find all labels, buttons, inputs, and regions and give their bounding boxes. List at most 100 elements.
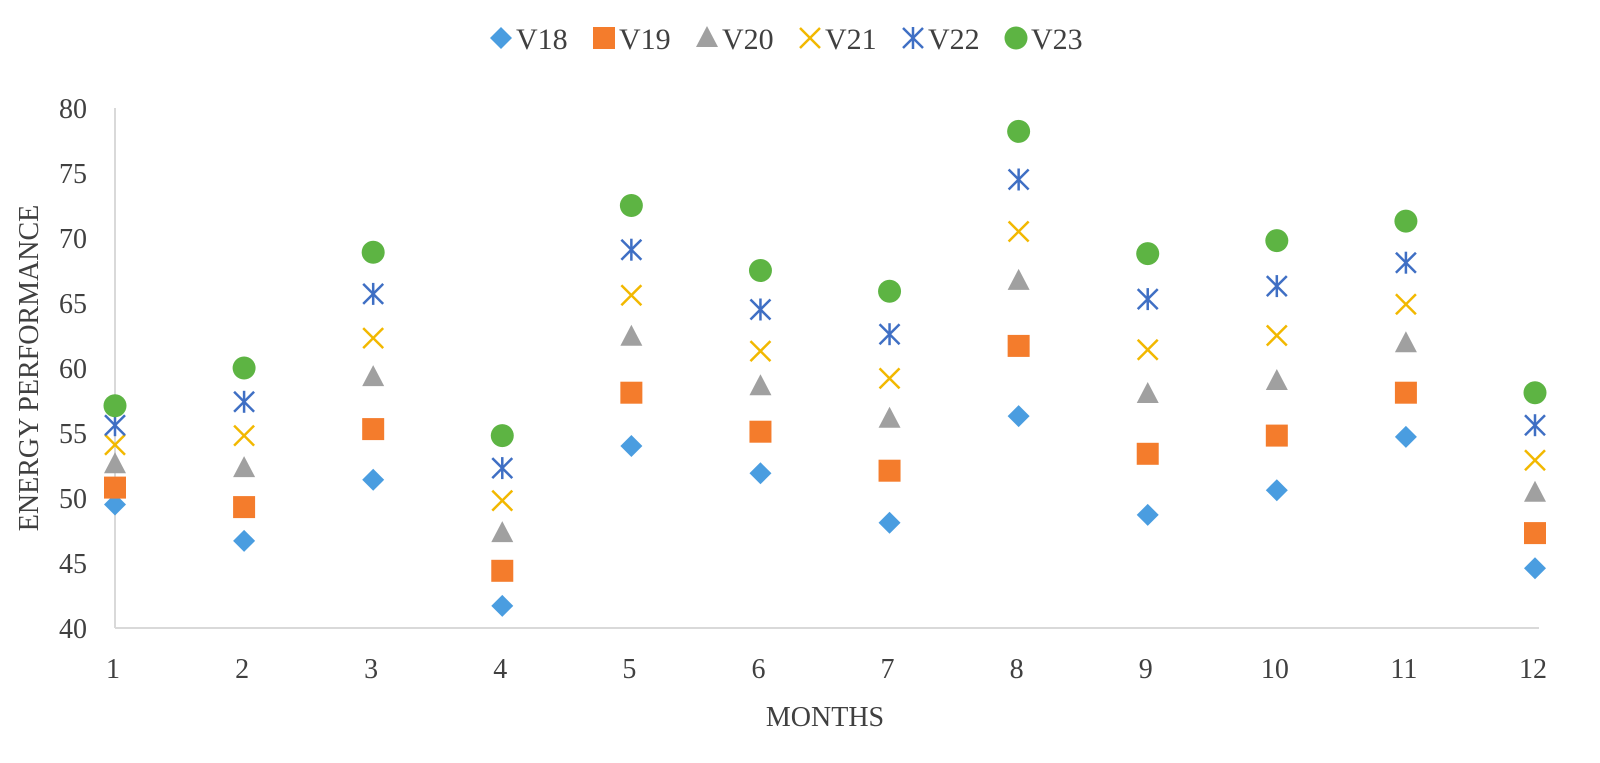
data-point-v23 bbox=[490, 424, 514, 448]
x-axis-title: MONTHS bbox=[766, 702, 884, 733]
data-point-v23 bbox=[103, 394, 127, 418]
legend-label: V21 bbox=[825, 23, 877, 56]
data-point-v22 bbox=[1395, 251, 1417, 274]
data-point-v20 bbox=[1394, 331, 1417, 353]
data-point-v18 bbox=[104, 493, 126, 516]
data-point-v22 bbox=[620, 238, 643, 261]
data-point-v23 bbox=[1394, 209, 1418, 233]
x-tick-label: 6 bbox=[751, 654, 765, 685]
data-point-v18 bbox=[878, 511, 901, 534]
data-point-v22 bbox=[362, 282, 385, 305]
y-tick-label: 40 bbox=[59, 614, 87, 645]
legend-item-v19: V19 bbox=[593, 23, 671, 56]
data-point-v19 bbox=[362, 418, 385, 441]
data-point-v21 bbox=[491, 489, 514, 512]
data-point-v22 bbox=[749, 298, 772, 321]
data-point-v18 bbox=[1265, 479, 1288, 502]
series-v18 bbox=[104, 405, 1546, 617]
data-point-v20 bbox=[1265, 369, 1288, 390]
x-tick-label: 2 bbox=[235, 654, 249, 685]
data-point-v21 bbox=[104, 433, 126, 456]
data-point-v21 bbox=[878, 367, 901, 390]
legend-marker-v23 bbox=[1004, 26, 1028, 50]
data-point-v21 bbox=[233, 424, 255, 447]
legend-item-v18: V18 bbox=[490, 23, 568, 56]
legend-marker-v19 bbox=[593, 27, 615, 49]
data-point-v22 bbox=[233, 390, 255, 413]
data-point-v23 bbox=[748, 259, 772, 282]
data-point-v19 bbox=[233, 496, 256, 519]
data-point-v20 bbox=[1524, 480, 1546, 502]
y-tick-label: 75 bbox=[59, 159, 87, 190]
data-point-v19 bbox=[491, 559, 514, 582]
y-axis-ticks: 40 45 50 55 60 65 70 75 80 bbox=[59, 94, 87, 645]
data-point-v23 bbox=[1265, 229, 1289, 253]
data-point-v20 bbox=[1136, 382, 1159, 403]
y-tick-label: 70 bbox=[59, 224, 87, 255]
data-point-v23 bbox=[1136, 242, 1160, 266]
data-point-v21 bbox=[1136, 338, 1159, 361]
data-point-v20 bbox=[104, 452, 126, 474]
data-point-v22 bbox=[491, 457, 514, 480]
data-point-v22 bbox=[1265, 275, 1288, 298]
legend-item-v20: V20 bbox=[696, 23, 774, 56]
data-point-v23 bbox=[619, 194, 643, 217]
data-point-v19 bbox=[878, 459, 901, 482]
legend: V18 V19 V20 V21 V22 V23 bbox=[490, 23, 1083, 56]
legend-label: V18 bbox=[516, 23, 568, 56]
series-v19 bbox=[104, 334, 1546, 582]
y-tick-label: 50 bbox=[59, 484, 87, 515]
y-axis-title: ENERGY PERFORMANCE bbox=[14, 205, 45, 531]
data-point-v23 bbox=[1007, 119, 1031, 143]
data-point-v18 bbox=[1524, 557, 1546, 580]
data-point-v21 bbox=[1524, 449, 1546, 472]
data-point-v21 bbox=[362, 327, 385, 349]
x-axis-ticks: 1 2 3 4 5 6 7 8 9 10 11 12 bbox=[106, 654, 1547, 685]
data-point-v23 bbox=[878, 279, 902, 303]
data-point-v20 bbox=[1007, 268, 1030, 290]
series-v21 bbox=[104, 220, 1546, 512]
data-point-v20 bbox=[620, 324, 643, 346]
x-tick-label: 12 bbox=[1519, 654, 1547, 685]
data-point-v22 bbox=[1007, 168, 1030, 191]
data-point-v23 bbox=[361, 240, 385, 264]
data-point-v21 bbox=[1395, 293, 1417, 316]
data-point-v22 bbox=[1524, 414, 1546, 437]
x-tick-label: 8 bbox=[1010, 654, 1024, 685]
data-point-v18 bbox=[233, 529, 256, 552]
series-v23 bbox=[103, 119, 1547, 448]
data-point-v19 bbox=[1524, 522, 1546, 545]
x-tick-label: 5 bbox=[622, 654, 636, 685]
y-tick-label: 60 bbox=[59, 354, 87, 385]
legend-label: V20 bbox=[722, 23, 774, 56]
data-point-v20 bbox=[362, 365, 385, 387]
legend-marker-v21 bbox=[799, 27, 821, 49]
y-tick-label: 80 bbox=[59, 94, 87, 125]
data-point-v18 bbox=[362, 468, 385, 491]
legend-label: V23 bbox=[1031, 23, 1083, 56]
y-tick-label: 65 bbox=[59, 289, 87, 320]
data-point-v22 bbox=[104, 414, 126, 437]
data-point-v23 bbox=[1523, 381, 1547, 405]
data-point-v20 bbox=[749, 374, 772, 396]
data-point-v18 bbox=[1394, 425, 1417, 448]
legend-label: V19 bbox=[619, 23, 671, 56]
data-point-v18 bbox=[491, 594, 514, 617]
data-point-v19 bbox=[104, 476, 126, 499]
data-point-v21 bbox=[620, 284, 643, 307]
data-point-v19 bbox=[1394, 381, 1417, 404]
series-v20 bbox=[104, 268, 1546, 543]
data-point-v19 bbox=[1007, 334, 1030, 357]
y-tick-label: 55 bbox=[59, 419, 87, 450]
data-point-v19 bbox=[620, 381, 643, 404]
data-point-v21 bbox=[1265, 324, 1288, 347]
data-point-v19 bbox=[749, 420, 772, 443]
legend-item-v21: V21 bbox=[799, 23, 877, 56]
data-point-v20 bbox=[878, 406, 901, 428]
x-tick-label: 10 bbox=[1261, 654, 1289, 685]
data-point-v19 bbox=[1136, 442, 1159, 465]
series-v22 bbox=[104, 168, 1546, 480]
legend-marker-v18 bbox=[490, 27, 512, 49]
